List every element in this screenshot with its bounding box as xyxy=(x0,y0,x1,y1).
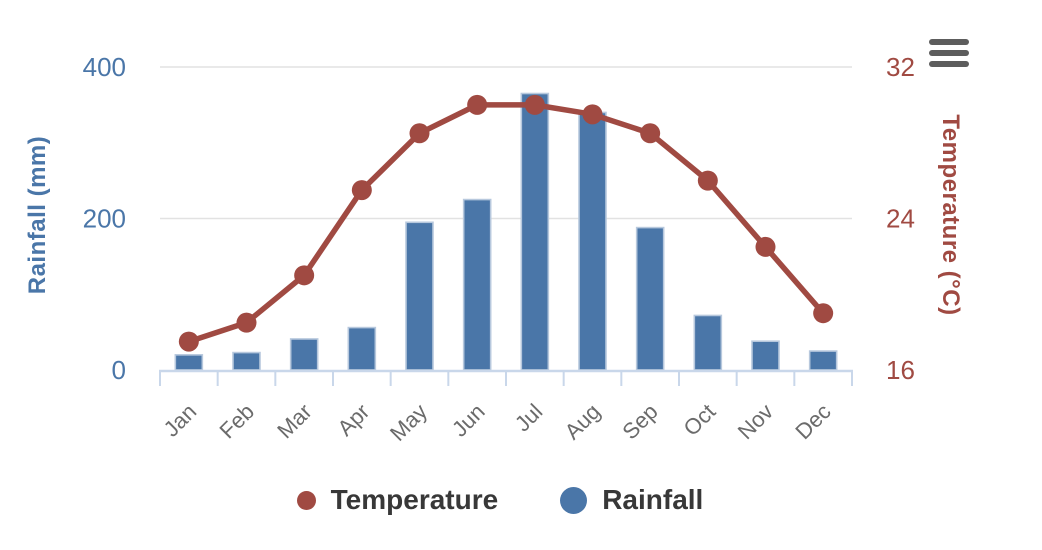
right-tick-32: 32 xyxy=(886,52,915,82)
point-dec[interactable] xyxy=(813,303,834,324)
bar-sep[interactable] xyxy=(635,226,665,371)
bar-oct[interactable] xyxy=(693,314,723,371)
hamburger-icon xyxy=(929,50,969,56)
bar-jul[interactable] xyxy=(520,92,550,371)
x-label-may: May xyxy=(385,399,432,446)
point-jul[interactable] xyxy=(524,94,545,115)
bar-mar[interactable] xyxy=(289,338,319,371)
bar-may[interactable] xyxy=(405,221,434,371)
x-label-feb: Feb xyxy=(215,399,259,443)
bar-nov[interactable] xyxy=(751,340,780,371)
right-tick-16: 16 xyxy=(886,355,915,385)
bar-feb[interactable] xyxy=(232,351,261,371)
point-sep[interactable] xyxy=(640,123,661,144)
bar-apr[interactable] xyxy=(347,326,377,371)
x-label-nov: Nov xyxy=(733,399,778,444)
point-feb[interactable] xyxy=(236,312,257,333)
bar-jan[interactable] xyxy=(174,354,204,371)
legend-item-rainfall[interactable]: Rainfall xyxy=(560,484,703,516)
left-tick-400: 400 xyxy=(83,52,126,82)
x-label-aug: Aug xyxy=(560,399,605,444)
hamburger-icon xyxy=(929,61,969,67)
point-may[interactable] xyxy=(409,123,430,144)
x-label-jun: Jun xyxy=(447,399,490,442)
temperature-legend-marker-icon xyxy=(296,490,316,510)
hamburger-icon xyxy=(929,39,969,45)
left-tick-0: 0 xyxy=(112,355,126,385)
bar-aug[interactable] xyxy=(578,111,607,371)
legend-label-rainfall: Rainfall xyxy=(602,484,704,515)
legend-item-temperature[interactable]: Temperature xyxy=(296,484,499,516)
left-tick-200: 200 xyxy=(83,204,126,234)
bar-dec[interactable] xyxy=(808,350,838,371)
x-label-apr: Apr xyxy=(332,399,374,441)
temperature-line xyxy=(187,102,826,345)
left-axis-title: Rainfall (mm) xyxy=(24,135,51,295)
point-jan[interactable] xyxy=(178,331,199,352)
rainfall-legend-marker-icon xyxy=(560,486,588,514)
point-nov[interactable] xyxy=(755,236,776,257)
point-oct[interactable] xyxy=(697,170,718,191)
x-label-sep: Sep xyxy=(617,399,662,444)
bar-jun[interactable] xyxy=(462,198,492,371)
right-tick-24: 24 xyxy=(886,204,915,234)
point-jun[interactable] xyxy=(467,94,488,115)
x-label-dec: Dec xyxy=(790,399,835,444)
x-label-jul: Jul xyxy=(510,399,548,437)
x-label-oct: Oct xyxy=(678,399,720,441)
menu-button[interactable] xyxy=(929,39,969,67)
legend-label-temperature: Temperature xyxy=(330,484,499,515)
point-aug[interactable] xyxy=(582,104,603,125)
right-axis-title: Temperature (°C) xyxy=(937,114,964,316)
point-mar[interactable] xyxy=(294,265,315,286)
x-label-jan: Jan xyxy=(159,399,202,442)
legend: Temperature Rainfall xyxy=(0,484,1000,516)
x-label-mar: Mar xyxy=(272,399,316,443)
point-apr[interactable] xyxy=(351,180,372,201)
